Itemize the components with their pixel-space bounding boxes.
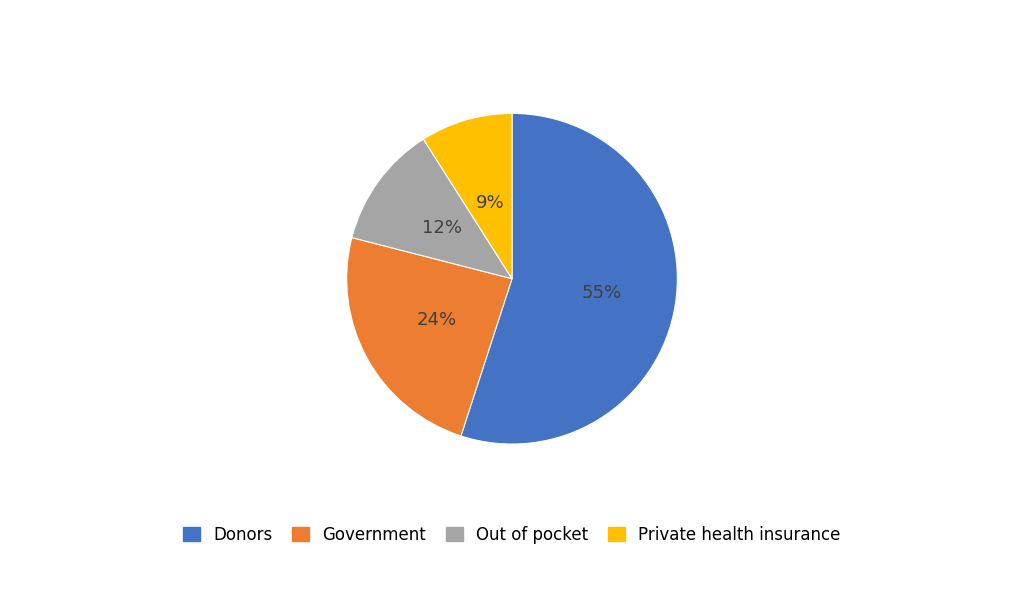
Text: 24%: 24% — [417, 311, 457, 329]
Wedge shape — [347, 238, 512, 436]
Legend: Donors, Government, Out of pocket, Private health insurance: Donors, Government, Out of pocket, Priva… — [175, 518, 849, 553]
Text: 55%: 55% — [582, 284, 622, 302]
Wedge shape — [423, 113, 512, 279]
Wedge shape — [352, 139, 512, 279]
Wedge shape — [461, 113, 677, 444]
Text: 9%: 9% — [475, 193, 504, 212]
Text: 12%: 12% — [423, 219, 463, 237]
